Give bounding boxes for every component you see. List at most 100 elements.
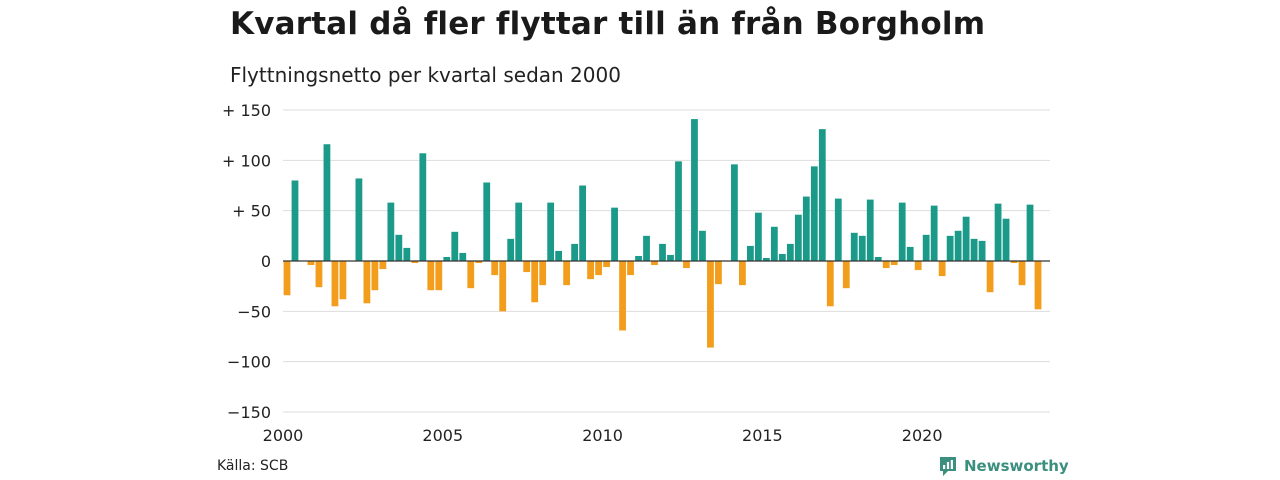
bar <box>754 212 762 261</box>
chart-title: Kvartal då fler flyttar till än från Bor… <box>230 6 986 42</box>
brand-logo[interactable]: Newsworthy <box>938 455 1069 477</box>
bar <box>651 261 658 266</box>
bar <box>627 261 634 276</box>
bar <box>954 230 962 261</box>
bar <box>898 202 906 261</box>
y-tick-label: −50 <box>237 302 271 321</box>
bar <box>842 261 850 289</box>
bar <box>707 261 714 348</box>
y-tick-label: −150 <box>227 403 271 422</box>
bar <box>890 261 898 266</box>
gridlines <box>283 109 1050 413</box>
bar <box>323 144 331 261</box>
bar <box>395 234 403 261</box>
bar <box>906 246 914 261</box>
bar <box>475 261 483 264</box>
bar <box>379 261 387 270</box>
bar <box>547 202 555 261</box>
x-tick-label: 2020 <box>902 426 943 445</box>
bar <box>507 238 515 261</box>
y-tick-label: + 150 <box>222 101 271 120</box>
bar <box>283 261 291 296</box>
x-axis: 2000 2005 2010 2015 2020 <box>263 426 943 445</box>
y-tick-label: 0 <box>261 252 271 271</box>
bar <box>978 240 986 261</box>
bar <box>611 207 618 261</box>
x-tick-label: 2010 <box>582 426 623 445</box>
bar <box>403 247 411 261</box>
y-tick-label: + 50 <box>232 202 271 221</box>
y-tick-label: + 100 <box>222 151 271 170</box>
bar <box>866 199 874 261</box>
bar <box>643 235 650 261</box>
bar <box>483 182 491 261</box>
bar <box>970 238 978 261</box>
bar <box>579 185 586 261</box>
bar <box>986 261 994 293</box>
bars <box>283 119 1042 348</box>
bar <box>794 214 802 261</box>
bar <box>443 256 451 261</box>
bar <box>363 261 371 304</box>
bar <box>946 235 954 261</box>
bar <box>818 129 826 261</box>
brand-name: Newsworthy <box>964 457 1069 475</box>
bar <box>691 119 698 261</box>
bar <box>619 261 626 331</box>
bar <box>802 196 810 261</box>
bar <box>1026 204 1034 261</box>
bar <box>659 243 666 261</box>
bar <box>459 252 467 261</box>
bar <box>938 261 946 277</box>
bar <box>715 261 722 285</box>
bar <box>539 261 547 286</box>
bar <box>451 231 459 261</box>
bar <box>930 205 938 261</box>
bar <box>683 261 690 269</box>
bar <box>675 161 682 261</box>
bar <box>555 250 563 261</box>
bar <box>826 261 834 307</box>
bar <box>339 261 347 300</box>
bar <box>1018 261 1026 286</box>
bar <box>427 261 435 291</box>
bar <box>291 180 299 261</box>
bar <box>1010 261 1018 264</box>
bar <box>834 198 842 261</box>
bar <box>491 261 499 276</box>
bar <box>1034 261 1042 310</box>
y-axis: + 150 + 100 + 50 0 −50 −100 −150 <box>222 101 271 422</box>
bar <box>563 261 571 286</box>
chart-subtitle: Flyttningsnetto per kvartal sedan 2000 <box>230 63 621 87</box>
bar <box>810 166 818 261</box>
bar <box>850 232 858 261</box>
x-tick-label: 2015 <box>742 426 783 445</box>
bar <box>731 164 738 261</box>
bar <box>882 261 890 269</box>
bar <box>922 234 930 261</box>
bar <box>499 261 507 312</box>
bar <box>531 261 539 303</box>
x-tick-label: 2005 <box>422 426 463 445</box>
bar <box>667 254 674 261</box>
bar <box>315 261 323 288</box>
bar <box>523 261 531 273</box>
bar <box>699 230 706 261</box>
bar <box>419 153 427 261</box>
bar <box>467 261 475 289</box>
bar <box>914 261 922 271</box>
bar <box>595 261 602 276</box>
bar <box>1002 218 1010 261</box>
bar <box>307 261 315 266</box>
bar <box>355 178 363 261</box>
bar <box>786 243 794 261</box>
bar <box>515 202 523 261</box>
source-note: Källa: SCB <box>217 458 289 474</box>
bar <box>739 261 746 286</box>
y-tick-label: −100 <box>227 353 271 372</box>
bar <box>747 245 754 261</box>
x-tick-label: 2000 <box>263 426 304 445</box>
bar <box>411 261 419 264</box>
bar <box>371 261 379 291</box>
